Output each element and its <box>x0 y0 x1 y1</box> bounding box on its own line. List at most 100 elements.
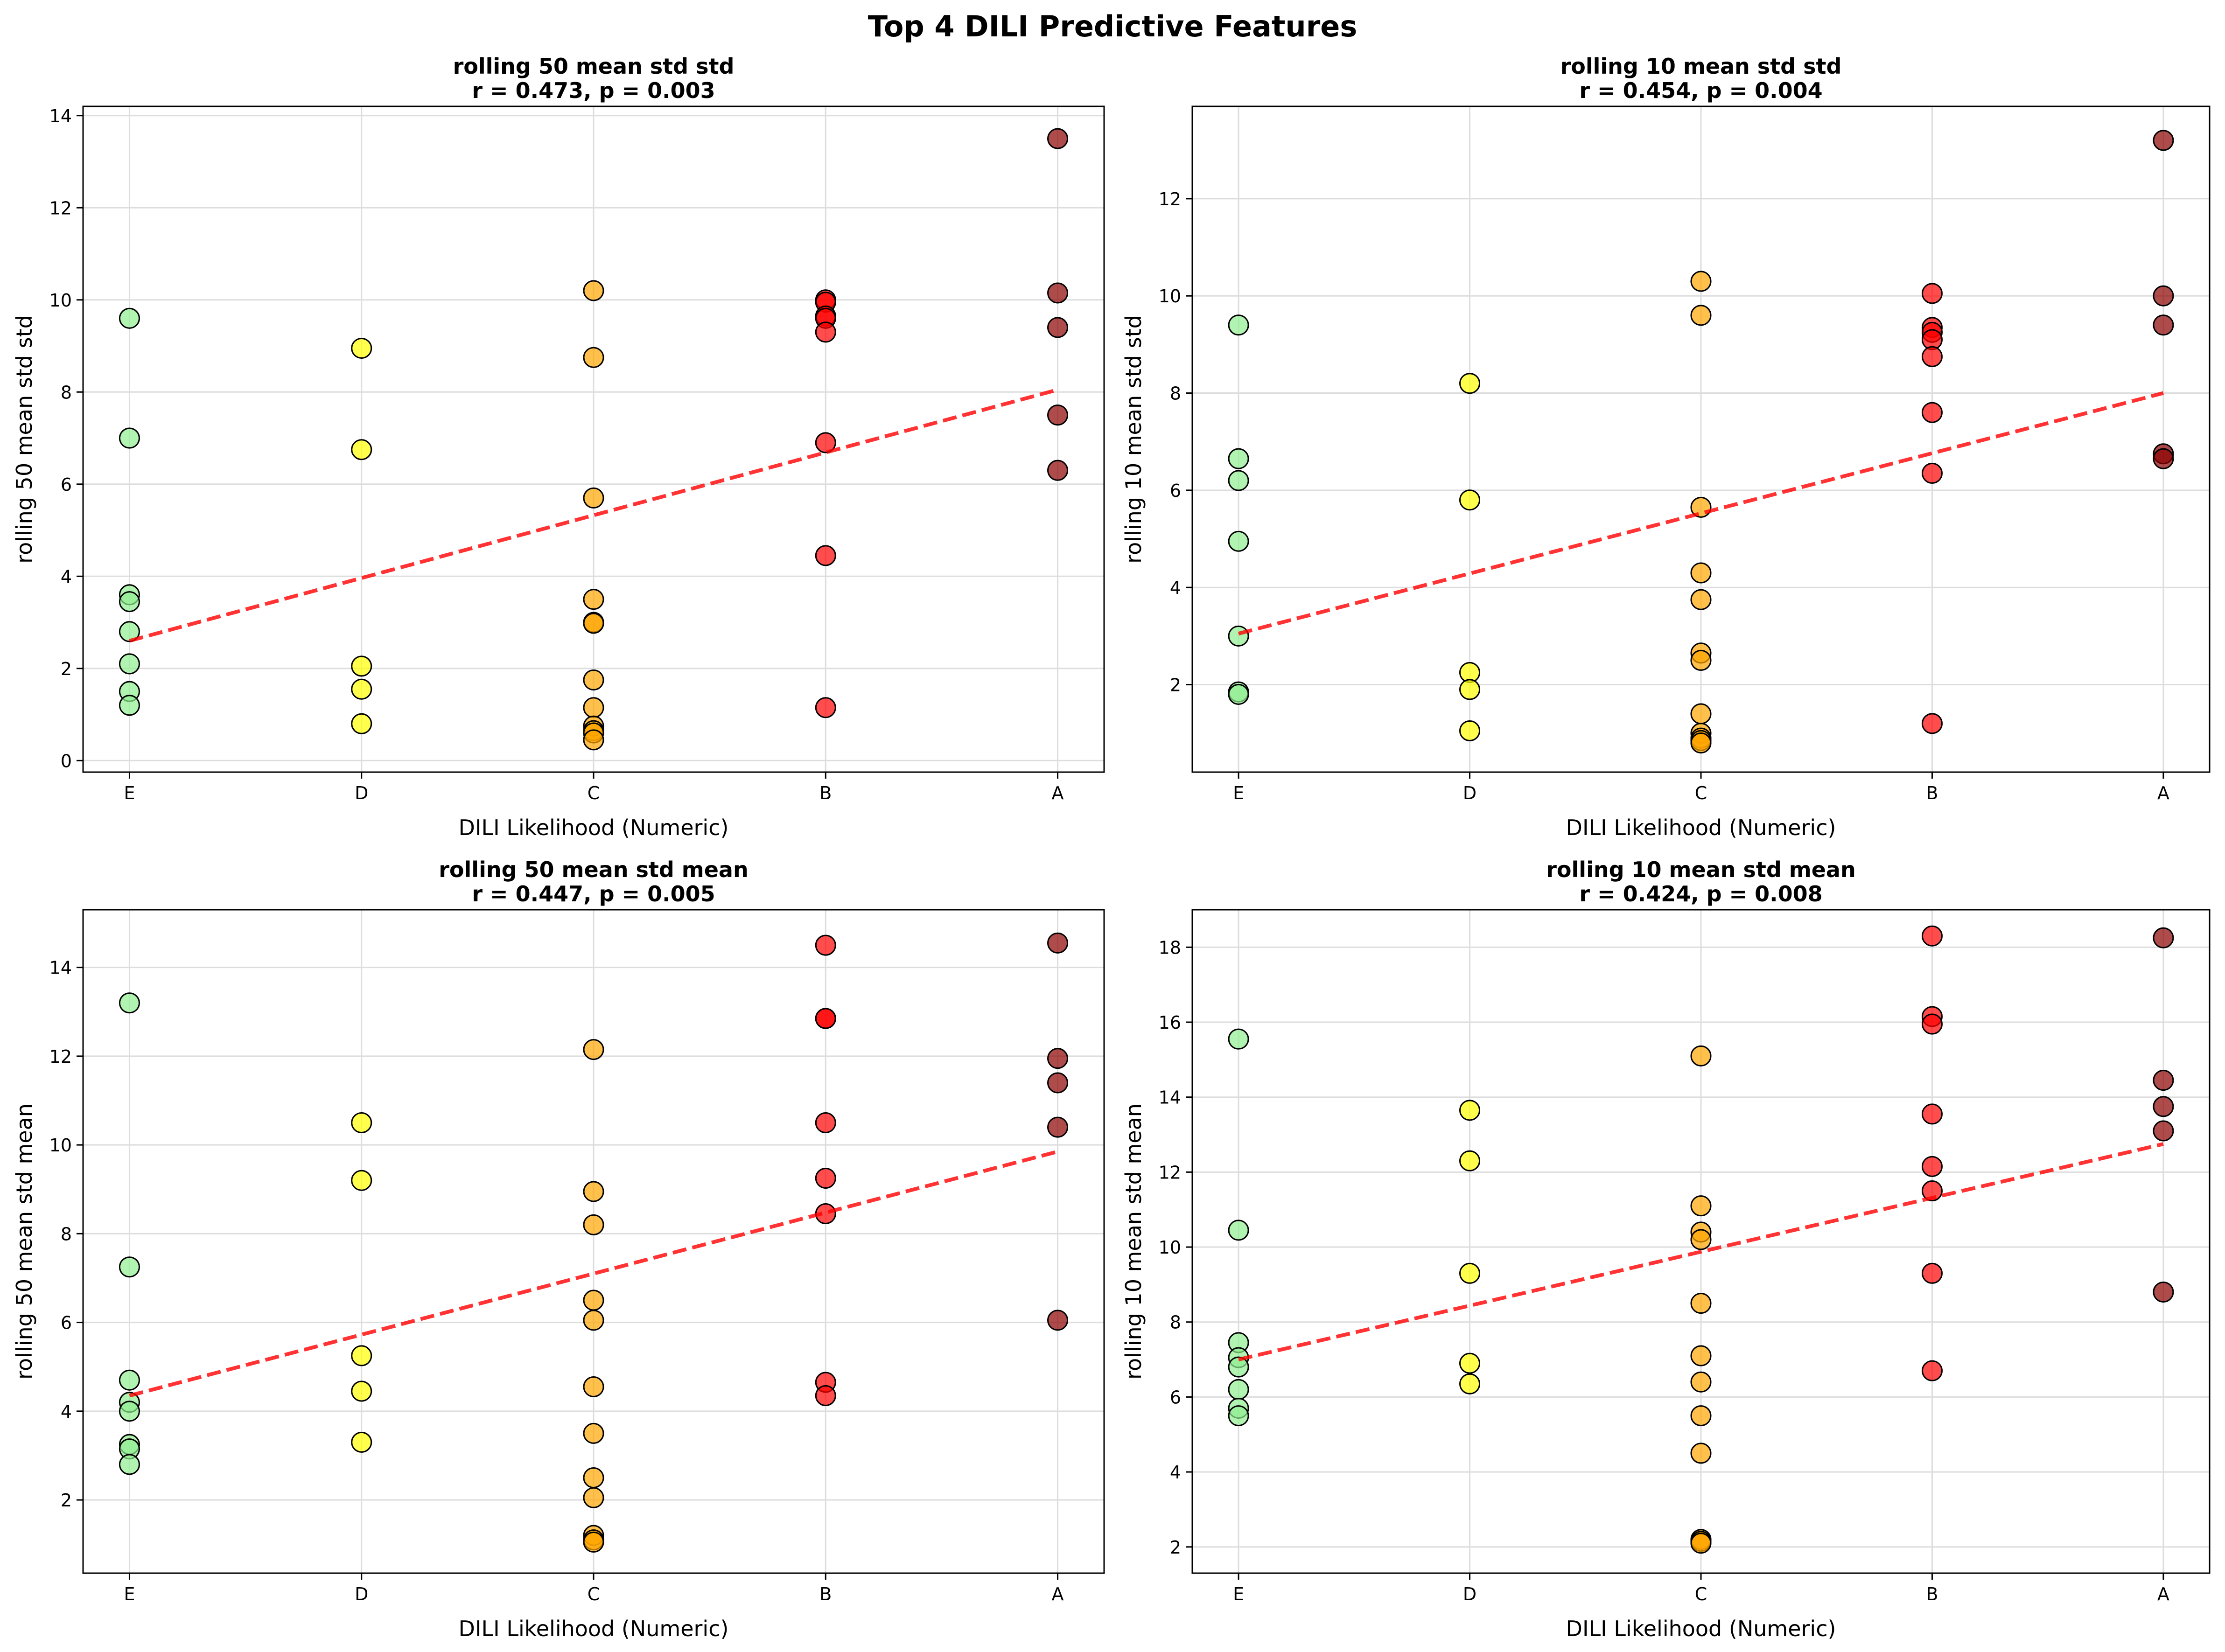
y-tick-label: 8 <box>1170 1312 1181 1333</box>
scatter-points <box>1228 925 2174 1554</box>
point-E <box>1228 1405 1249 1427</box>
point-D <box>1459 1373 1481 1394</box>
point-E <box>1228 470 1249 491</box>
x-tick-label: A <box>1052 1584 1064 1604</box>
point-A <box>2153 448 2174 469</box>
y-tick-label: 4 <box>1170 578 1181 598</box>
y-axis-label: rolling 10 mean std mean <box>1121 1103 1146 1380</box>
point-C <box>1690 271 1712 292</box>
point-C <box>583 613 604 634</box>
point-E <box>119 1401 140 1422</box>
x-tick-label: C <box>588 1584 600 1604</box>
point-D <box>1459 1100 1481 1121</box>
point-C <box>583 1181 604 1202</box>
point-D <box>1459 720 1481 741</box>
x-tick-label: D <box>1463 783 1476 803</box>
point-D <box>1459 1262 1481 1284</box>
y-tick-label: 6 <box>1170 1387 1181 1408</box>
x-axis-label: DILI Likelihood (Numeric) <box>1566 815 1836 840</box>
subplot-stats: r = 0.424, p = 0.008 <box>1579 881 1822 906</box>
y-tick-label: 12 <box>1159 1162 1181 1183</box>
y-tick-label: 8 <box>61 382 72 403</box>
point-C <box>1690 1405 1712 1427</box>
y-tick-label: 6 <box>61 1313 72 1333</box>
point-E <box>119 1454 140 1475</box>
subplot-4: E D C B A 2 4 6 8 10 12 14 16 18 rolling 10 mean std m… <box>1121 857 2211 1641</box>
point-E <box>119 1256 140 1278</box>
y-tick-label: 14 <box>49 106 72 126</box>
point-C <box>1690 1345 1712 1366</box>
y-axis-label: rolling 50 mean std std <box>12 315 37 564</box>
trend-line <box>1238 391 2164 636</box>
point-D <box>351 1345 372 1366</box>
point-D <box>351 713 372 734</box>
point-C <box>583 347 604 368</box>
x-axis-label: DILI Likelihood (Numeric) <box>459 815 729 840</box>
point-B <box>1921 283 1943 304</box>
y-tick-label: 10 <box>1159 1237 1181 1258</box>
point-D <box>1459 1150 1481 1171</box>
point-D <box>1459 1352 1481 1374</box>
point-B <box>1921 1360 1943 1381</box>
x-tick-label: C <box>588 783 600 803</box>
point-B <box>815 545 836 566</box>
x-tick-label: C <box>1695 1584 1707 1604</box>
point-B <box>1921 713 1943 734</box>
x-tick-label: E <box>124 1584 135 1604</box>
point-E <box>1228 625 1249 647</box>
y-tick-label: 2 <box>61 659 72 679</box>
point-A <box>1047 282 1069 304</box>
x-tick-label: A <box>2157 783 2169 803</box>
point-C <box>583 1467 604 1488</box>
point-E <box>119 992 140 1014</box>
point-D <box>351 1431 372 1453</box>
subplot-stats: r = 0.473, p = 0.003 <box>472 78 715 103</box>
trend-line <box>1238 1142 2164 1361</box>
point-B <box>815 1008 836 1029</box>
point-E <box>1228 1356 1249 1378</box>
point-E <box>119 653 140 675</box>
x-tick-label: A <box>2157 1584 2169 1604</box>
y-axis-label: rolling 50 mean std mean <box>12 1103 37 1380</box>
point-B <box>1921 1013 1943 1035</box>
point-E <box>1228 683 1249 705</box>
x-tick-label: A <box>1052 783 1064 803</box>
point-C <box>1690 732 1712 754</box>
point-C <box>583 1039 604 1060</box>
x-tick-label: D <box>355 1584 368 1604</box>
point-B <box>815 1385 836 1407</box>
y-axis-label: rolling 10 mean std std <box>1121 315 1146 564</box>
y-tick-label: 10 <box>49 1135 72 1156</box>
point-E <box>119 621 140 642</box>
point-C <box>1690 1443 1712 1464</box>
point-B <box>815 697 836 718</box>
subplot-title: rolling 50 mean std std <box>453 54 735 79</box>
point-C <box>1690 703 1712 725</box>
x-tick-label: D <box>1463 1584 1476 1604</box>
x-tick-label: B <box>819 1584 832 1604</box>
point-E <box>119 695 140 716</box>
point-B <box>1921 1156 1943 1177</box>
point-A <box>2153 1070 2174 1091</box>
y-tick-label: 0 <box>61 751 72 771</box>
scatter-points <box>119 128 1069 751</box>
point-C <box>583 280 604 301</box>
point-E <box>119 307 140 329</box>
scatter-points <box>1228 130 2174 754</box>
point-D <box>351 655 372 677</box>
point-B <box>1921 1180 1943 1202</box>
y-tick-label: 14 <box>49 958 72 978</box>
point-C <box>1690 1229 1712 1250</box>
point-B <box>1921 1103 1943 1125</box>
y-tick-label: 8 <box>1170 383 1181 404</box>
point-B <box>1921 462 1943 484</box>
y-tick-label: 14 <box>1159 1087 1181 1108</box>
point-C <box>583 729 604 751</box>
point-A <box>1047 1116 1069 1138</box>
point-C <box>583 1376 604 1398</box>
y-tick-label: 6 <box>1170 481 1181 501</box>
x-axis-label: DILI Likelihood (Numeric) <box>1566 1616 1836 1641</box>
point-A <box>2153 1281 2174 1303</box>
subplot-stats: r = 0.447, p = 0.005 <box>472 881 715 906</box>
